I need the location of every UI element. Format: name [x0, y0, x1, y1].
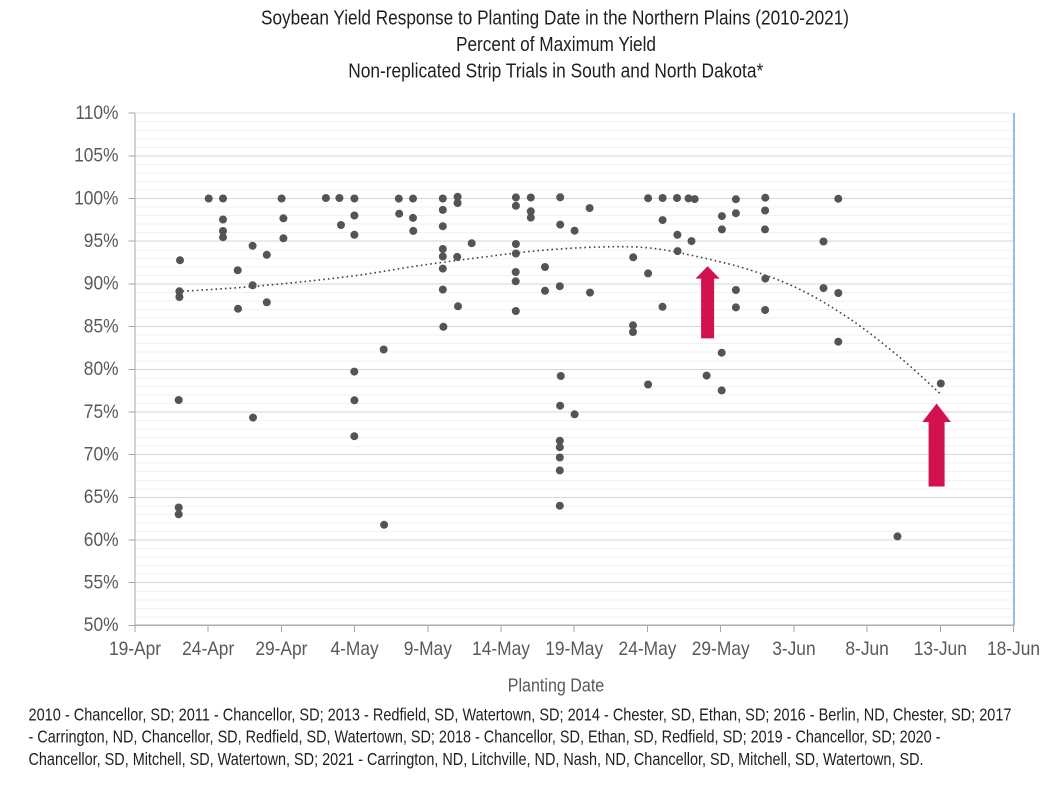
svg-text:Non-replicated Strip Trials in: Non-replicated Strip Trials in South and… — [348, 59, 763, 82]
svg-text:29-Apr: 29-Apr — [255, 638, 308, 660]
svg-text:24-Apr: 24-Apr — [182, 638, 235, 660]
svg-text:Soybean Yield Response to Plan: Soybean Yield Response to Planting Date … — [261, 7, 849, 30]
svg-text:14-May: 14-May — [472, 638, 530, 660]
svg-text:Planting Date: Planting Date — [508, 674, 605, 695]
svg-text:65%: 65% — [84, 486, 119, 508]
svg-text:70%: 70% — [84, 444, 119, 466]
svg-text:8-Jun: 8-Jun — [845, 638, 888, 660]
svg-text:24-May: 24-May — [619, 638, 677, 660]
svg-text:110%: 110% — [75, 102, 118, 124]
svg-text:13-Jun: 13-Jun — [914, 638, 967, 660]
svg-text:60%: 60% — [84, 529, 119, 551]
svg-text:90%: 90% — [84, 273, 119, 295]
svg-text:3-Jun: 3-Jun — [772, 638, 815, 660]
svg-text:Chancellor, SD, Mitchell, SD,: Chancellor, SD, Mitchell, SD, Watertown,… — [29, 749, 924, 769]
svg-text:9-May: 9-May — [404, 638, 452, 660]
svg-text:85%: 85% — [84, 315, 119, 337]
svg-text:19-May: 19-May — [545, 638, 603, 660]
svg-text:2010 - Chancellor, SD; 2011 -: 2010 - Chancellor, SD; 2011 - Chancellor… — [29, 704, 1012, 724]
svg-text:50%: 50% — [84, 614, 119, 636]
svg-text:4-May: 4-May — [331, 638, 379, 660]
svg-text:- Carrington, ND, Chancellor,: - Carrington, ND, Chancellor, SD, Redfie… — [29, 727, 941, 747]
svg-text:19-Apr: 19-Apr — [109, 638, 162, 660]
svg-text:80%: 80% — [84, 358, 119, 380]
svg-text:Percent of Maximum Yield: Percent of Maximum Yield — [456, 33, 656, 56]
svg-text:29-May: 29-May — [692, 638, 750, 660]
svg-text:55%: 55% — [84, 572, 119, 594]
svg-text:18-Jun: 18-Jun — [987, 638, 1040, 660]
svg-text:100%: 100% — [74, 187, 118, 209]
svg-text:105%: 105% — [74, 145, 118, 167]
svg-text:75%: 75% — [84, 401, 119, 423]
svg-text:95%: 95% — [84, 230, 119, 252]
